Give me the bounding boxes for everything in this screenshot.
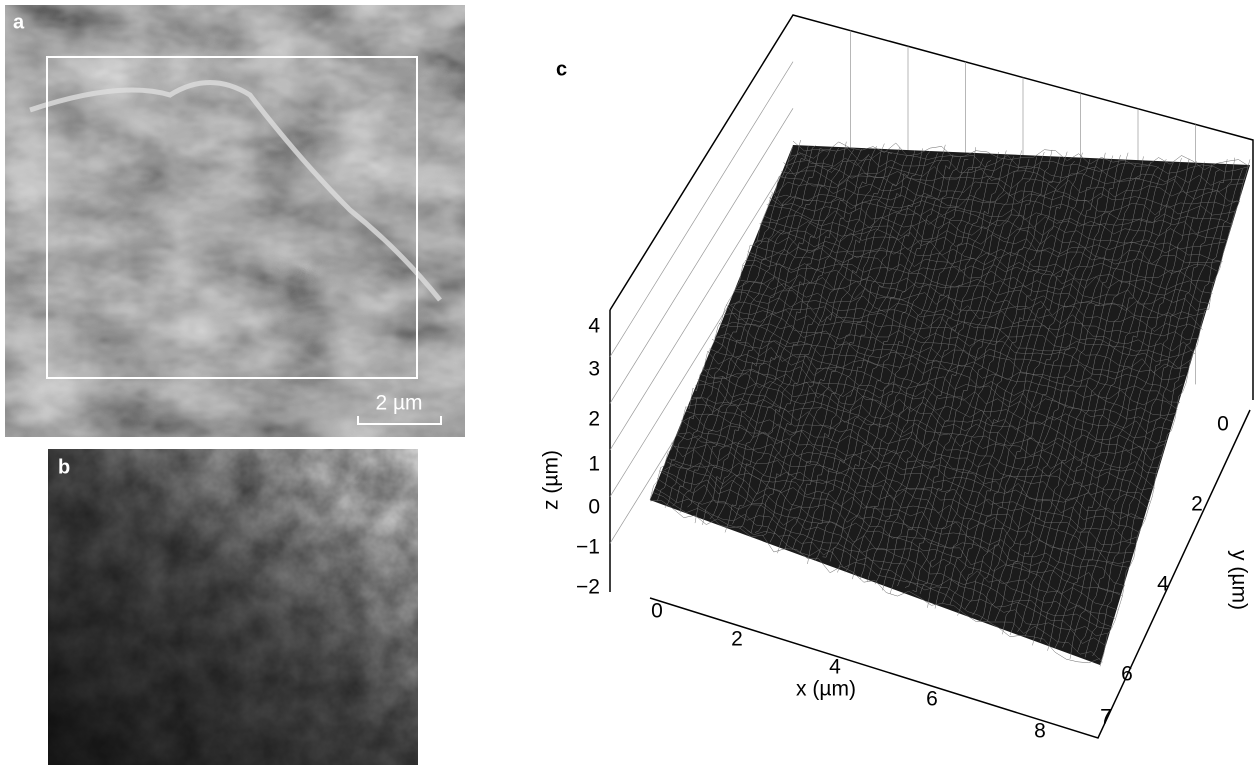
panel-label: c (556, 58, 567, 80)
y-tick-label: 7 (1100, 706, 1112, 729)
panel-label: a (13, 11, 25, 33)
scale-label: 2 µm (375, 392, 422, 415)
panel-a: 2 µm a (5, 5, 465, 437)
z-tick-label: 4 (588, 315, 600, 338)
x-tick-label: 4 (829, 656, 841, 679)
panel-b: b (48, 449, 418, 765)
optical-texture (48, 449, 418, 765)
y-tick-label: 6 (1121, 663, 1133, 686)
x-tick-label: 6 (926, 688, 938, 711)
figure: 2 µm a b c z (µm) x (µm) y (µm) 4 3 2 1 0 −1 −… (0, 0, 1258, 769)
axis-title: x (µm) (796, 678, 856, 701)
axis-title: z (µm) (540, 450, 563, 510)
x-tick-label: 0 (651, 600, 663, 623)
y-tick-label: 4 (1157, 573, 1169, 596)
z-tick-label: 2 (588, 408, 600, 431)
y-tick-label: 0 (1217, 413, 1229, 436)
panel-c: c z (µm) x (µm) y (µm) 4 3 2 1 0 −1 −2 0 2 4 6 8 0 2 4… (540, 15, 1253, 743)
sem-texture (5, 5, 465, 437)
z-tick-label: 3 (588, 358, 600, 381)
z-tick-label: −1 (576, 536, 600, 559)
panel-label: b (58, 456, 70, 478)
z-tick-label: −2 (576, 576, 600, 599)
axis-title: y (µm) (1227, 550, 1250, 610)
z-tick-label: 1 (588, 453, 600, 476)
x-tick-label: 8 (1034, 720, 1046, 743)
x-tick-label: 2 (731, 628, 743, 651)
y-tick-label: 2 (1191, 493, 1203, 516)
z-tick-label: 0 (588, 496, 600, 519)
